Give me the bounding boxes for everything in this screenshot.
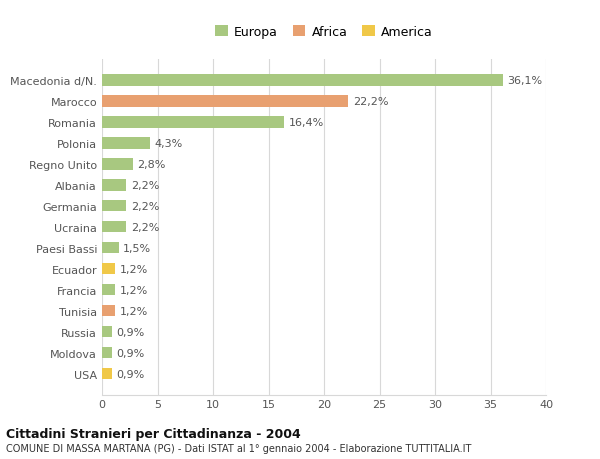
Text: 0,9%: 0,9% [116, 369, 145, 379]
Text: 1,5%: 1,5% [123, 243, 151, 253]
Bar [102, 159, 133, 170]
Text: 4,3%: 4,3% [154, 139, 182, 148]
Bar [102, 263, 115, 275]
Text: 0,9%: 0,9% [116, 348, 145, 358]
Bar [102, 284, 115, 296]
Text: 2,2%: 2,2% [131, 202, 159, 211]
Text: 0,9%: 0,9% [116, 327, 145, 337]
Bar [102, 368, 112, 380]
Text: 2,2%: 2,2% [131, 180, 159, 190]
Bar [102, 117, 284, 128]
Text: Cittadini Stranieri per Cittadinanza - 2004: Cittadini Stranieri per Cittadinanza - 2… [6, 427, 301, 440]
Text: 16,4%: 16,4% [289, 118, 324, 128]
Bar [102, 326, 112, 338]
Text: 1,2%: 1,2% [120, 285, 148, 295]
Bar [102, 96, 349, 107]
Legend: Europa, Africa, America: Europa, Africa, America [211, 22, 437, 43]
Text: COMUNE DI MASSA MARTANA (PG) - Dati ISTAT al 1° gennaio 2004 - Elaborazione TUTT: COMUNE DI MASSA MARTANA (PG) - Dati ISTA… [6, 443, 472, 453]
Text: 1,2%: 1,2% [120, 306, 148, 316]
Text: 2,2%: 2,2% [131, 222, 159, 232]
Bar [102, 347, 112, 358]
Bar [102, 179, 127, 191]
Bar [102, 242, 119, 254]
Text: 22,2%: 22,2% [353, 96, 388, 106]
Bar [102, 138, 150, 149]
Bar [102, 221, 127, 233]
Bar [102, 201, 127, 212]
Bar [102, 75, 503, 86]
Text: 2,8%: 2,8% [137, 159, 166, 169]
Bar [102, 305, 115, 317]
Text: 36,1%: 36,1% [507, 76, 542, 86]
Text: 1,2%: 1,2% [120, 264, 148, 274]
